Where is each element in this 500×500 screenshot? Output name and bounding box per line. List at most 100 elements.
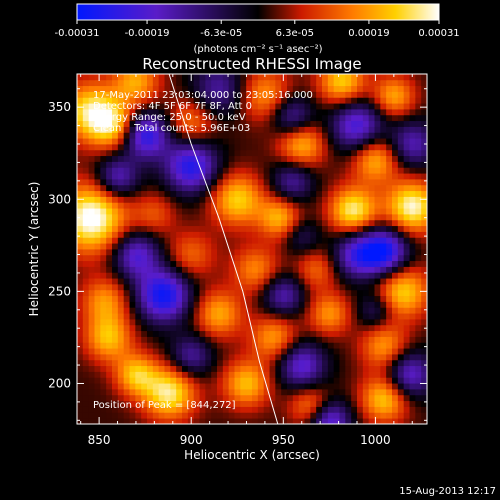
- heatmap-cell: [152, 394, 160, 402]
- heatmap-cell: [287, 173, 294, 180]
- heatmap-cell: [112, 85, 119, 92]
- heatmap-cell: [182, 295, 189, 302]
- heatmap-cell: [228, 260, 235, 267]
- heatmap-cell: [386, 138, 393, 145]
- heatmap-cell: [316, 348, 323, 355]
- heatmap-cell: [246, 412, 253, 419]
- heatmap-cell: [415, 196, 422, 203]
- heatmap-cell: [182, 91, 189, 98]
- heatmap-cell: [77, 254, 84, 262]
- heatmap-cell: [222, 144, 230, 151]
- heatmap-cell: [333, 208, 340, 215]
- heatmap-cell: [403, 418, 410, 424]
- heatmap-cell: [117, 161, 125, 168]
- heatmap-cell: [211, 109, 218, 116]
- heatmap-cell: [351, 348, 358, 355]
- heatmap-cell: [205, 412, 212, 419]
- heatmap-cell: [292, 365, 300, 372]
- heatmap-cell: [397, 190, 405, 197]
- heatmap-cell: [100, 377, 107, 384]
- heatmap-cell: [292, 74, 300, 81]
- heatmap-cell: [421, 103, 427, 110]
- heatmap-cell: [397, 301, 405, 308]
- heatmap-cell: [409, 149, 416, 157]
- heatmap-cell: [322, 289, 329, 297]
- heatmap-cell: [82, 74, 90, 81]
- heatmap-cell: [281, 179, 288, 186]
- heatmap-cell: [362, 278, 370, 285]
- heatmap-cell: [327, 371, 335, 378]
- heatmap-cell: [275, 179, 282, 186]
- heatmap-cell: [252, 400, 259, 407]
- heatmap-cell: [199, 354, 206, 361]
- heatmap-cell: [292, 394, 300, 402]
- heatmap-cell: [322, 161, 329, 168]
- heatmap-cell: [135, 114, 142, 122]
- heatmap-cell: [392, 354, 399, 361]
- heatmap-cell: [182, 219, 189, 227]
- heatmap-cell: [292, 219, 300, 227]
- heatmap-cell: [240, 208, 247, 215]
- heatmap-cell: [281, 278, 288, 285]
- heatmap-cell: [362, 330, 370, 337]
- heatmap-cell: [316, 295, 323, 302]
- heatmap-cell: [222, 138, 230, 145]
- heatmap-cell: [147, 149, 154, 157]
- heatmap-cell: [269, 389, 276, 396]
- heatmap-cell: [345, 167, 352, 174]
- heatmap-cell: [287, 231, 294, 238]
- heatmap-cell: [240, 155, 247, 162]
- heatmap-cell: [351, 237, 358, 244]
- heatmap-cell: [421, 155, 427, 162]
- heatmap-cell: [351, 278, 358, 285]
- heatmap-cell: [222, 202, 230, 209]
- heatmap-cell: [117, 260, 125, 267]
- heatmap-cell: [82, 313, 90, 320]
- heatmap-cell: [158, 179, 165, 186]
- heatmap-cell: [298, 406, 305, 413]
- heatmap-cell: [269, 336, 276, 343]
- heatmap-cell: [357, 103, 364, 110]
- heatmap-cell: [147, 196, 154, 203]
- heatmap-cell: [240, 319, 247, 326]
- heatmap-cell: [257, 103, 265, 110]
- heatmap-cell: [327, 161, 335, 168]
- heatmap-cell: [152, 289, 160, 297]
- heatmap-cell: [269, 354, 276, 361]
- heatmap-cell: [123, 354, 130, 361]
- heatmap-cell: [252, 202, 259, 209]
- heatmap-cell: [392, 138, 399, 145]
- footer-timestamp: 15-Aug-2013 12:17: [399, 486, 496, 497]
- heatmap-cell: [322, 243, 329, 250]
- heatmap-cell: [112, 243, 119, 250]
- heatmap-cell: [106, 272, 113, 279]
- heatmap-cell: [392, 377, 399, 384]
- heatmap-cell: [397, 249, 405, 256]
- heatmap-cell: [88, 272, 95, 279]
- heatmap-cell: [100, 249, 107, 256]
- heatmap-cell: [77, 365, 84, 372]
- heatmap-cell: [327, 354, 335, 361]
- heatmap-cell: [345, 371, 352, 378]
- heatmap-cell: [275, 149, 282, 157]
- heatmap-cell: [135, 97, 142, 104]
- heatmap-cell: [252, 254, 259, 262]
- heatmap-cell: [141, 231, 148, 238]
- heatmap-cell: [164, 266, 171, 273]
- heatmap-cell: [123, 249, 130, 256]
- heatmap-cell: [199, 132, 206, 139]
- heatmap-cell: [246, 324, 253, 332]
- heatmap-cell: [187, 91, 195, 98]
- heatmap-cell: [281, 394, 288, 402]
- heatmap-cell: [333, 173, 340, 180]
- heatmap-cell: [374, 219, 381, 227]
- heatmap-cell: [298, 260, 305, 267]
- heatmap-cell: [135, 266, 142, 273]
- heatmap-cell: [112, 74, 119, 81]
- heatmap-cell: [112, 295, 119, 302]
- heatmap-cell: [386, 342, 393, 349]
- heatmap-cell: [182, 348, 189, 355]
- heatmap-cell: [304, 219, 311, 227]
- heatmap-cell: [164, 167, 171, 174]
- heatmap-cell: [164, 184, 171, 192]
